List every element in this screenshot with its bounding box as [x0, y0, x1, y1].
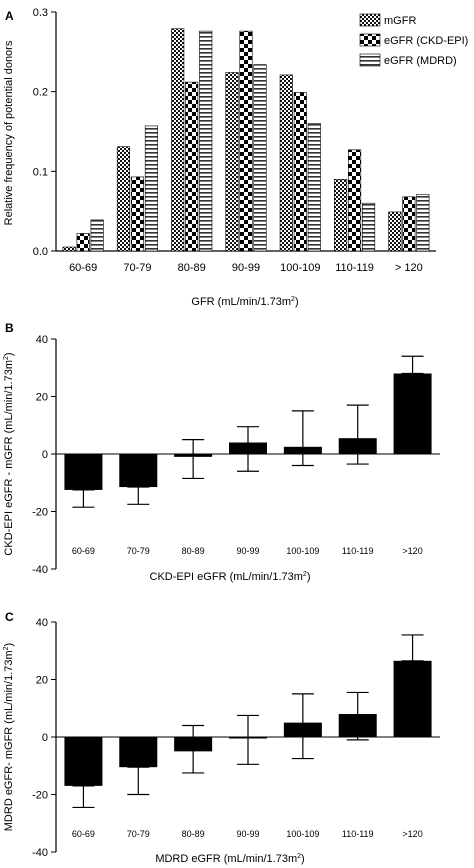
bar-egfr-mdrd-90-99 [253, 64, 267, 252]
panel-b-y-tick-label: 20 [36, 392, 48, 404]
panel-b-x-tick-label: 70-79 [127, 546, 150, 556]
panel-b-x-tick-labels: 60-69 70-79 80-89 90-99 100-109 110-119 >120 [72, 546, 423, 556]
bar-egfr-mdrd-80-89 [199, 30, 213, 252]
panel-a-y-axis-label: Relative frequency of potential donors [3, 40, 15, 225]
bar-mgfr-60-69 [62, 246, 76, 252]
panel-a-x-tick-label: 100-109 [280, 262, 320, 274]
panel-b-bars [64, 355, 432, 508]
bar-70-79 [119, 454, 158, 488]
panel-b-y-tick-label: -20 [32, 507, 48, 519]
bar-70-79 [119, 737, 158, 768]
panel-c-y-axis-label: MDRD eGFR- mGFR (mL/min/1.73m2) [3, 643, 15, 831]
legend-item-mgfr: mGFR [359, 13, 416, 27]
panel-c-y-tick-label: -20 [32, 790, 48, 802]
panel-c-y-tick-label: 20 [36, 675, 48, 687]
legend-swatch-mgfr [359, 13, 381, 27]
panel-c-x-tick-label: 70-79 [127, 829, 150, 839]
panel-a-x-tick-label: 60-69 [69, 262, 97, 274]
bar-egfr-ckd-epi-100-109 [293, 92, 307, 252]
bar-60-69 [64, 454, 103, 490]
panel-c-x-tick-label: 90-99 [236, 829, 259, 839]
panel-c-x-tick-label: 110-119 [342, 829, 374, 839]
panel-a-y-ticks: 0.0 0.1 0.2 0.3 [33, 7, 56, 258]
bar-egfr-mdrd-100-109 [307, 123, 321, 252]
panel-c-y-tick-label: 0 [42, 732, 48, 744]
panel-b-x-tick-label: 90-99 [236, 546, 259, 556]
bar-egfr-ckd-epi-70-79 [130, 176, 144, 252]
panel-b-x-tick-label: 60-69 [72, 546, 95, 556]
legend-swatch-ckd-epi [359, 33, 381, 47]
legend-item-mdrd: eGFR (MDRD) [359, 53, 457, 67]
bar-egfr-ckd-epi-60-69 [76, 233, 90, 252]
panel-b-x-tick-label: 80-89 [182, 546, 205, 556]
bar-120 [393, 373, 432, 454]
panel-c-x-tick-label: 60-69 [72, 829, 95, 839]
panel-a-y-tick-label: 0.2 [33, 87, 48, 99]
legend-label-ckd-epi: eGFR (CKD-EPI) [384, 35, 468, 47]
panel-c-x-tick-label: >120 [402, 829, 422, 839]
panel-a-y-tick-label: 0.0 [33, 246, 48, 258]
legend-swatch-mdrd [359, 53, 381, 67]
panel-a-x-tick-labels: 60-69 70-79 80-89 90-99 100-109 110-119 > 120 [69, 262, 423, 274]
panel-a-x-tick-label: > 120 [395, 262, 423, 274]
panel-b-x-tick-label: 100-109 [286, 546, 319, 556]
panel-a-y-tick-label: 0.1 [33, 166, 48, 178]
panel-c-y-tick-label: -40 [32, 847, 48, 859]
bar-mgfr-90-99 [225, 72, 239, 252]
bar-egfr-mdrd-110-119 [362, 202, 376, 252]
panel-a-legend: mGFR eGFR (CKD-EPI) eGFR (MDRD) [359, 13, 468, 67]
panel-b-x-tick-label: >120 [402, 546, 422, 556]
panel-b-x-tick-label: 110-119 [342, 546, 374, 556]
bar-120 [393, 660, 432, 737]
panel-b-y-tick-label: -40 [32, 564, 48, 576]
bar-mgfr-70-79 [116, 146, 130, 252]
difference-panel-b: B -40 -20 0 20 40 60-69 70-79 80-89 90-99 100-10… [3, 321, 440, 583]
panel-c-y-tick-label: 40 [36, 617, 48, 629]
bar-egfr-ckd-epi-80-89 [185, 81, 199, 252]
bar-egfr-mdrd-60-69 [90, 219, 104, 252]
panel-c-x-axis-label: MDRD eGFR (mL/min/1.73m2) [155, 853, 304, 865]
bar-egfr-ckd-epi-120 [402, 196, 416, 252]
panel-b-y-tick-label: 40 [36, 334, 48, 346]
panel-c-x-tick-label: 100-109 [286, 829, 319, 839]
panel-a-x-tick-label: 110-119 [335, 262, 374, 274]
panel-a-x-axis-label: GFR (mL/min/1.73m2) [191, 296, 298, 308]
panel-b-y-axis-label: CKD-EPI eGFR - mGFR (mL/min/1.73m2) [3, 352, 15, 555]
panel-a-x-tick-label: 70-79 [123, 262, 151, 274]
bar-egfr-ckd-epi-110-119 [348, 149, 362, 252]
panel-c-label: C [5, 610, 14, 624]
panel-b-x-axis-label: CKD-EPI eGFR (mL/min/1.73m2) [150, 571, 311, 583]
panel-a-y-tick-label: 0.3 [33, 7, 48, 19]
bar-egfr-mdrd-70-79 [144, 125, 158, 252]
bar-mgfr-120 [388, 211, 402, 252]
panel-c-bars [64, 634, 432, 809]
legend-item-ckd-epi: eGFR (CKD-EPI) [359, 33, 468, 47]
bar-60-69 [64, 737, 103, 786]
panel-a-label: A [5, 9, 14, 23]
panel-a-bars [62, 28, 430, 252]
legend-label-mdrd: eGFR (MDRD) [384, 55, 457, 67]
panel-b-label: B [5, 321, 14, 335]
bar-mgfr-80-89 [171, 28, 185, 252]
panel-b-y-ticks: -40 -20 0 20 40 [32, 334, 56, 576]
panel-b-y-tick-label: 0 [42, 449, 48, 461]
bar-egfr-mdrd-120 [416, 194, 430, 252]
bar-egfr-ckd-epi-90-99 [239, 30, 253, 252]
panel-a-x-tick-label: 80-89 [178, 262, 206, 274]
panel-c-x-tick-labels: 60-69 70-79 80-89 90-99 100-109 110-119 >120 [72, 829, 423, 839]
bar-mgfr-110-119 [334, 179, 348, 252]
difference-panel-c: C -40 -20 0 20 40 60-69 70-79 80-89 90-99 100-10… [3, 610, 440, 865]
legend-label-mgfr: mGFR [384, 15, 416, 27]
histogram-panel-a: A 0.0 0.1 0.2 0.3 60-69 70-79 80-89 90-99 100-1… [3, 7, 468, 308]
panel-a-x-tick-label: 90-99 [232, 262, 260, 274]
panel-c-x-tick-label: 80-89 [182, 829, 205, 839]
panel-c-y-ticks: -40 -20 0 20 40 [32, 617, 56, 859]
bar-mgfr-100-109 [279, 74, 293, 252]
